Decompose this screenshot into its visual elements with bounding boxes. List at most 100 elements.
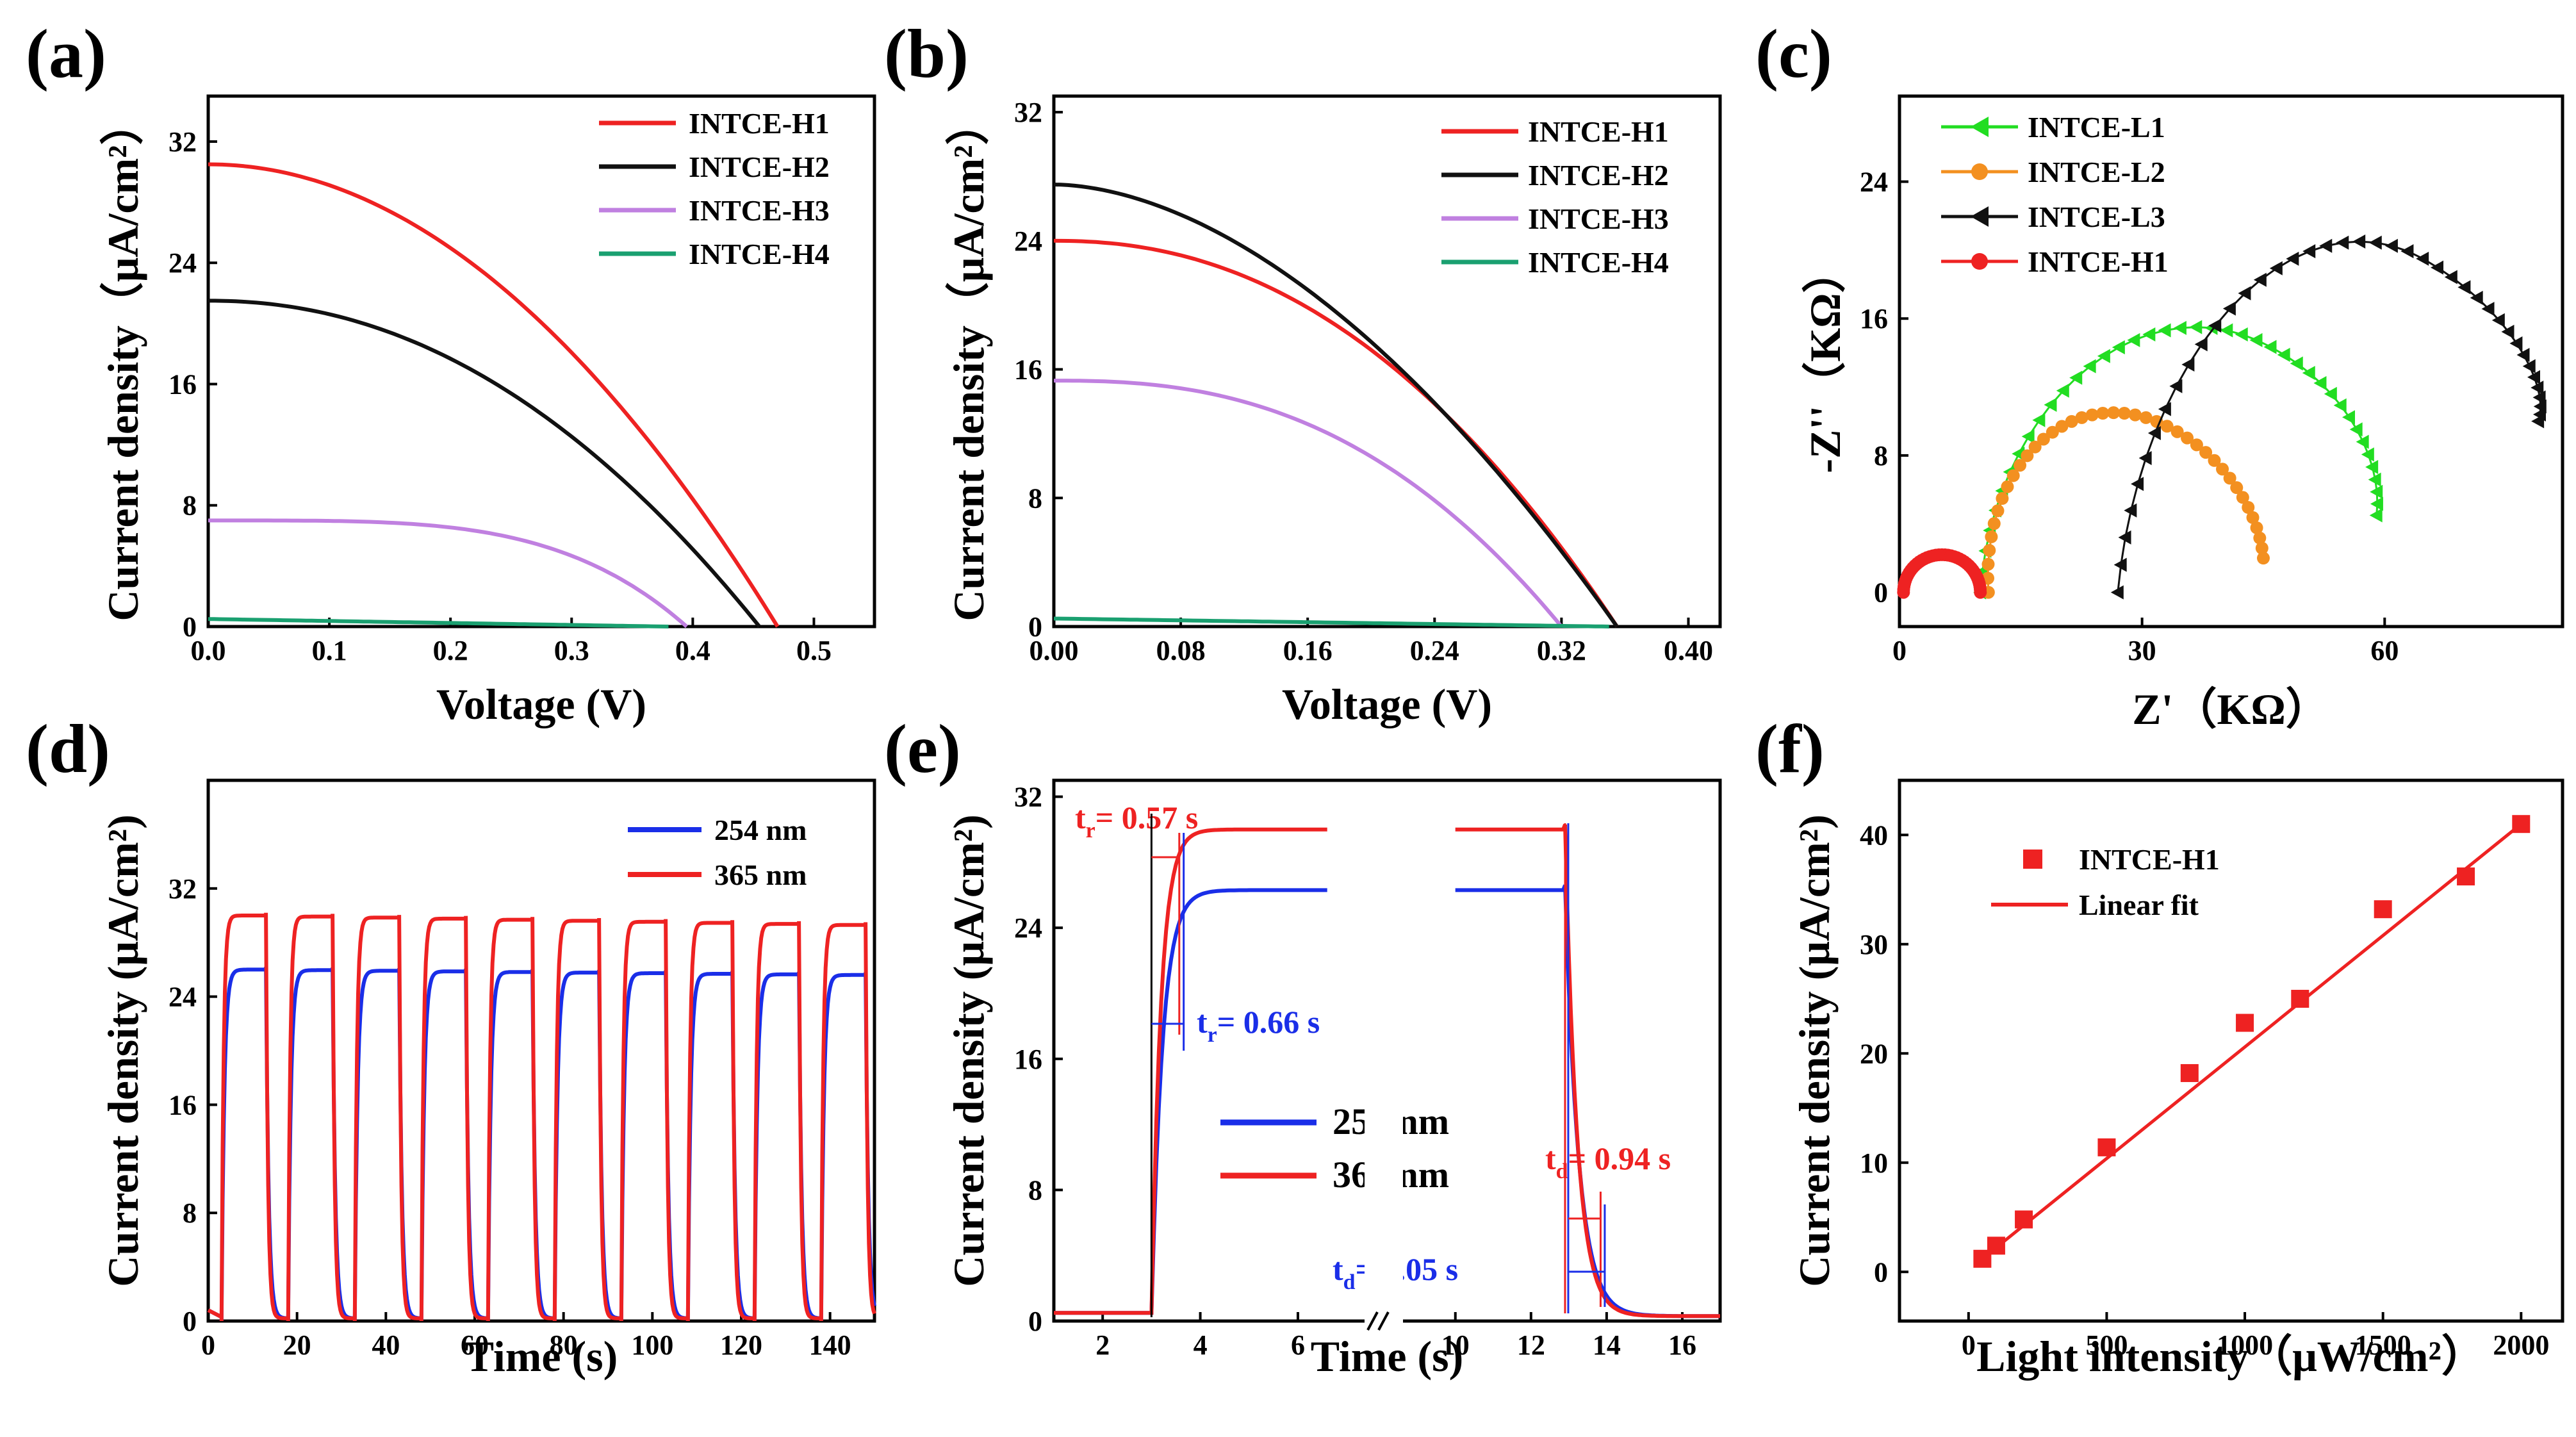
x-tick-label-b-1: 0.08 — [1156, 635, 1206, 666]
data-point-c-2-12 — [2222, 301, 2236, 316]
data-point-c-0-26 — [2277, 347, 2290, 362]
axis-break-mark-right — [1377, 1311, 1390, 1331]
data-point-c-2-4 — [2131, 477, 2144, 491]
chart-b-frame — [1052, 94, 1722, 628]
x-tick-label-d-5: 100 — [631, 1329, 673, 1361]
data-point-c-2-3 — [2124, 503, 2137, 518]
data-point-c-0-29 — [2313, 376, 2327, 391]
y-tick-label-d-1: 8 — [183, 1197, 197, 1229]
y-tick-label-f-4: 40 — [1860, 819, 1888, 851]
x-tick-label-e-6: 16 — [1668, 1329, 1696, 1361]
x-tick-label-b-3: 0.24 — [1410, 635, 1459, 666]
series-line-d-1 — [207, 912, 876, 1322]
data-point-c-1-40 — [2256, 552, 2270, 565]
data-point-c-0-23 — [2235, 327, 2248, 342]
data-point-c-1-29 — [2199, 446, 2213, 459]
y-tick-label-a-4: 32 — [168, 126, 197, 158]
data-point-c-1-2 — [1981, 557, 1995, 571]
data-point-f-6 — [2291, 990, 2309, 1008]
data-point-c-2-31 — [2501, 324, 2514, 339]
series-line-c-0 — [1979, 326, 2379, 593]
data-point-c-1-20 — [2107, 406, 2121, 420]
data-point-c-1-8 — [2001, 480, 2014, 493]
x-tick-label-a-4: 0.4 — [675, 635, 710, 666]
data-point-f-9 — [2512, 815, 2531, 833]
data-point-c-0-25 — [2263, 340, 2277, 354]
data-point-c-2-29 — [2481, 302, 2495, 316]
data-point-c-2-7 — [2158, 402, 2171, 416]
y-tick-label-b-0: 0 — [1028, 611, 1042, 643]
data-point-c-1-39 — [2255, 541, 2268, 555]
chart-b-ylabel: Current density（μA/cm²） — [944, 101, 993, 621]
x-tick-label-d-0: 0 — [201, 1329, 215, 1361]
data-point-c-0-17 — [2142, 327, 2156, 342]
data-point-c-3-40 — [1974, 586, 1987, 599]
x-tick-label-e-3: 10 — [1441, 1329, 1470, 1361]
y-tick-label-e-4: 32 — [1014, 782, 1042, 813]
legend-label-c-h1: INTCE-H1 — [2028, 245, 2169, 278]
x-tick-label-e-2: 6 — [1291, 1329, 1305, 1361]
data-point-c-2-0 — [2110, 585, 2124, 600]
x-tick-label-a-5: 0.5 — [796, 635, 832, 666]
y-tick-label-a-3: 24 — [168, 247, 197, 279]
y-tick-label-a-0: 0 — [183, 611, 197, 643]
data-point-f-3 — [2097, 1138, 2116, 1156]
legend-marker-c-l1 — [1971, 117, 1989, 137]
data-point-c-1-24 — [2150, 415, 2163, 428]
legend-label-d-365: 365 nm — [714, 858, 807, 891]
annotation-td-254-sub: d — [1343, 1270, 1356, 1294]
data-point-c-1-21 — [2117, 406, 2131, 420]
panel-label-a: (a) — [26, 16, 106, 92]
x-tick-label-a-3: 0.3 — [554, 635, 589, 666]
data-point-c-0-33 — [2349, 422, 2363, 437]
y-tick-label-e-0: 0 — [1028, 1306, 1042, 1337]
data-point-c-2-30 — [2491, 313, 2505, 327]
data-point-c-0-22 — [2220, 323, 2233, 338]
data-point-c-0-38 — [2370, 484, 2383, 499]
data-point-c-2-16 — [2286, 251, 2299, 266]
panel-label-b: (b) — [884, 16, 969, 92]
chart-a-frame — [206, 94, 876, 628]
data-point-c-0-28 — [2302, 366, 2315, 381]
chart-d-xlabel: Time (s) — [465, 1332, 618, 1381]
data-point-c-0-34 — [2356, 434, 2369, 449]
data-point-c-2-22 — [2384, 238, 2398, 253]
y-tick-label-d-3: 24 — [168, 981, 197, 1013]
data-point-c-2-17 — [2302, 244, 2316, 259]
data-point-c-2-28 — [2470, 290, 2483, 305]
x-tick-label-f-4: 2000 — [2493, 1329, 2549, 1361]
data-point-c-1-9 — [2006, 469, 2020, 482]
data-point-c-2-35 — [2527, 370, 2540, 384]
data-point-c-2-18 — [2319, 238, 2333, 253]
legend-label-a-h4: INTCE-H4 — [689, 238, 830, 270]
chart-f-legend: INTCE-H1 Linear fit — [1991, 843, 2220, 921]
legend-marker-c-l2 — [1971, 163, 1988, 180]
chart-d-legend: 254 nm 365 nm — [628, 814, 807, 891]
data-point-c-1-10 — [2014, 459, 2027, 472]
y-tick-label-c-1: 8 — [1874, 440, 1888, 472]
data-point-c-0-9 — [2032, 413, 2046, 427]
data-point-c-0-12 — [2069, 370, 2083, 385]
legend-label-a-h3: INTCE-H3 — [689, 194, 830, 227]
panel-label-e: (e) — [884, 711, 961, 787]
x-tick-label-d-2: 40 — [372, 1329, 400, 1361]
legend-label-a-h1: INTCE-H1 — [689, 107, 830, 140]
chart-e-legend: 254 nm 365 nm — [1220, 1101, 1449, 1195]
x-tick-label-c-1: 30 — [2128, 635, 2156, 666]
legend-label-c-l2: INTCE-L2 — [2028, 156, 2165, 188]
data-point-c-2-34 — [2522, 359, 2536, 374]
series-line-e-0-left — [1054, 888, 1327, 1315]
x-tick-label-e-0: 2 — [1095, 1329, 1110, 1361]
data-point-c-0-15 — [2112, 340, 2125, 355]
chart-b-xlabel: Voltage (V) — [1282, 680, 1492, 728]
data-point-c-2-11 — [2208, 318, 2222, 333]
data-point-c-1-22 — [2128, 408, 2142, 422]
data-point-f-2 — [2015, 1210, 2033, 1229]
axis-break-gap — [1365, 839, 1403, 1326]
data-point-c-0-20 — [2189, 320, 2203, 334]
series-line-d-0 — [207, 967, 876, 1322]
legend-label-b-h4: INTCE-H4 — [1528, 246, 1669, 279]
y-tick-label-c-3: 24 — [1860, 167, 1888, 198]
y-tick-label-c-2: 16 — [1860, 303, 1888, 334]
